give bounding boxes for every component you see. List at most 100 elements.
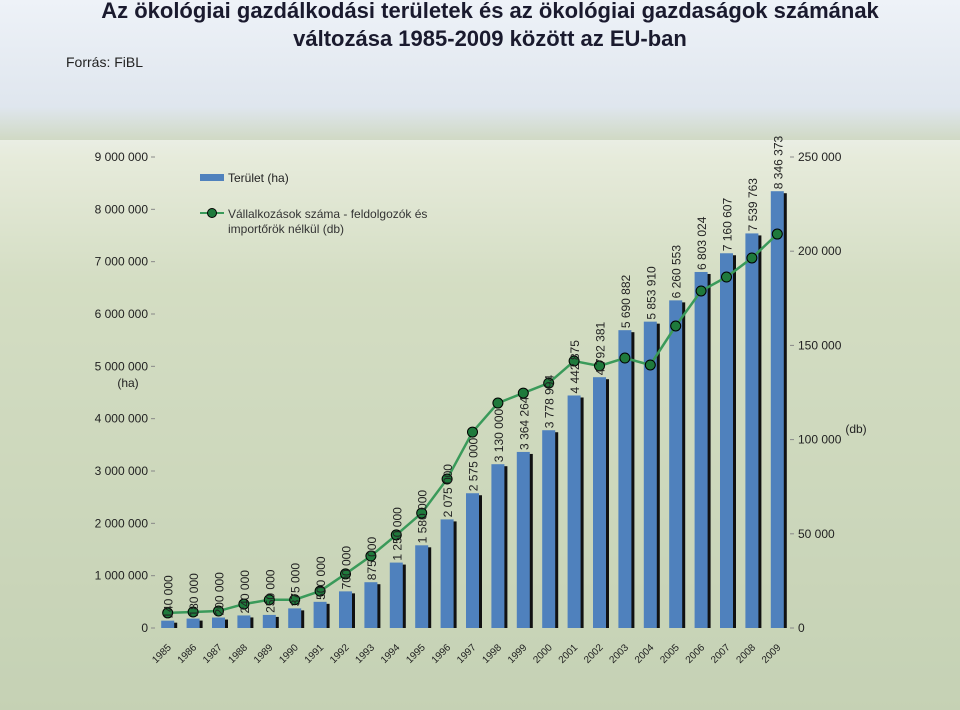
line-marker (390, 529, 402, 541)
line-marker (746, 252, 758, 264)
line-marker (644, 359, 656, 371)
data-label: 3 364 264 (517, 396, 531, 450)
y2-tick-label: 250 000 (798, 150, 842, 164)
line-marker (568, 355, 580, 367)
chart-title: Az ökológiai gazdálkodási területek és a… (101, 0, 879, 23)
bar (694, 271, 708, 628)
bar (542, 430, 556, 628)
data-label: 200 000 (213, 572, 227, 616)
line-marker (289, 594, 301, 606)
data-label: 2 075 000 (441, 464, 455, 518)
bar (212, 617, 225, 628)
data-label: 7 539 763 (746, 178, 760, 232)
line-marker (594, 360, 605, 372)
source: Forrás: FiBL (66, 54, 143, 70)
y-tick-label: 1 000 000 (95, 569, 149, 583)
data-label: 180 000 (187, 573, 201, 617)
data-label: 1 250 000 (390, 507, 404, 561)
data-label: 5 690 882 (619, 274, 633, 328)
bar (262, 614, 276, 628)
bar (237, 615, 251, 628)
data-label: 140 000 (162, 575, 176, 619)
data-label: 250 000 (263, 569, 277, 613)
data-label: 500 000 (314, 556, 328, 600)
bar (415, 545, 429, 628)
line-marker (365, 550, 377, 562)
bar (389, 562, 403, 628)
legend-swatch (200, 174, 224, 181)
bar (440, 519, 454, 628)
data-label: 6 260 553 (670, 245, 684, 299)
y2-tick-label: 50 000 (798, 527, 835, 541)
y-tick-label: 0 (141, 621, 148, 635)
line-marker (467, 426, 478, 438)
line-marker (721, 271, 732, 283)
data-label: 700 000 (340, 546, 354, 590)
data-label: 4 442 875 (568, 340, 582, 394)
line-marker (340, 568, 351, 580)
bar (593, 377, 606, 628)
line-marker (162, 607, 174, 619)
y-tick-label: 6 000 000 (95, 307, 149, 321)
y-tick-label: 5 000 000 (95, 359, 149, 373)
data-label: 2 575 000 (467, 438, 481, 492)
line-marker (619, 352, 631, 364)
line-marker (416, 507, 428, 519)
bar (745, 233, 759, 628)
line-marker (263, 594, 275, 606)
bar (313, 601, 327, 628)
line-marker (187, 606, 199, 618)
data-label: 240 000 (238, 570, 252, 614)
y2-tick-label: 0 (798, 621, 805, 635)
y-tick-label: 2 000 000 (95, 516, 149, 530)
line-marker (771, 228, 783, 240)
bar (770, 191, 784, 628)
line-marker (238, 598, 250, 610)
line-marker (441, 473, 453, 485)
line-marker (670, 320, 682, 332)
bar (567, 395, 581, 628)
y-tick-label: 9 000 000 (95, 150, 149, 164)
line-marker (314, 585, 326, 597)
y-tick-label: 3 000 000 (95, 464, 149, 478)
y-axis-label: (ha) (117, 376, 138, 390)
bar (669, 300, 683, 628)
data-label: 375 000 (289, 563, 303, 607)
y-tick-label: 4 000 000 (95, 412, 149, 426)
bar (618, 330, 632, 628)
y-tick-label: 8 000 000 (95, 202, 149, 216)
bar (186, 618, 200, 628)
bar (491, 464, 505, 628)
data-label: 5 853 910 (644, 266, 658, 320)
legend-label: Vállalkozások száma - feldolgozók és imp… (228, 207, 428, 236)
legend-marker (207, 208, 217, 218)
data-label: 875 000 (365, 537, 379, 581)
legend-label: Terület (ha) (228, 171, 289, 185)
line-marker (517, 387, 529, 399)
line-marker (213, 605, 224, 617)
bar (364, 582, 378, 628)
y2-tick-label: 150 000 (798, 338, 842, 352)
bar (288, 608, 302, 628)
data-label: 3 130 000 (492, 408, 506, 462)
bar (161, 620, 175, 628)
y2-tick-label: 100 000 (798, 433, 842, 447)
line-marker (543, 377, 555, 389)
chart-title: változása 1985-2009 között az EU-ban (293, 26, 687, 51)
bar (339, 591, 352, 628)
bar (643, 321, 657, 628)
bar (720, 253, 733, 628)
data-label: 6 803 024 (695, 216, 709, 270)
bar (466, 493, 479, 628)
y2-tick-label: 200 000 (798, 244, 842, 258)
y2-axis-label: (db) (845, 422, 866, 436)
y-tick-label: 7 000 000 (95, 255, 149, 269)
line-marker (492, 397, 504, 409)
data-label: 4 792 381 (594, 321, 608, 375)
data-label: 7 160 607 (721, 198, 735, 252)
data-label: 8 346 373 (771, 135, 785, 189)
data-label: 3 778 994 (543, 375, 557, 429)
data-label: 1 580 000 (416, 490, 430, 544)
